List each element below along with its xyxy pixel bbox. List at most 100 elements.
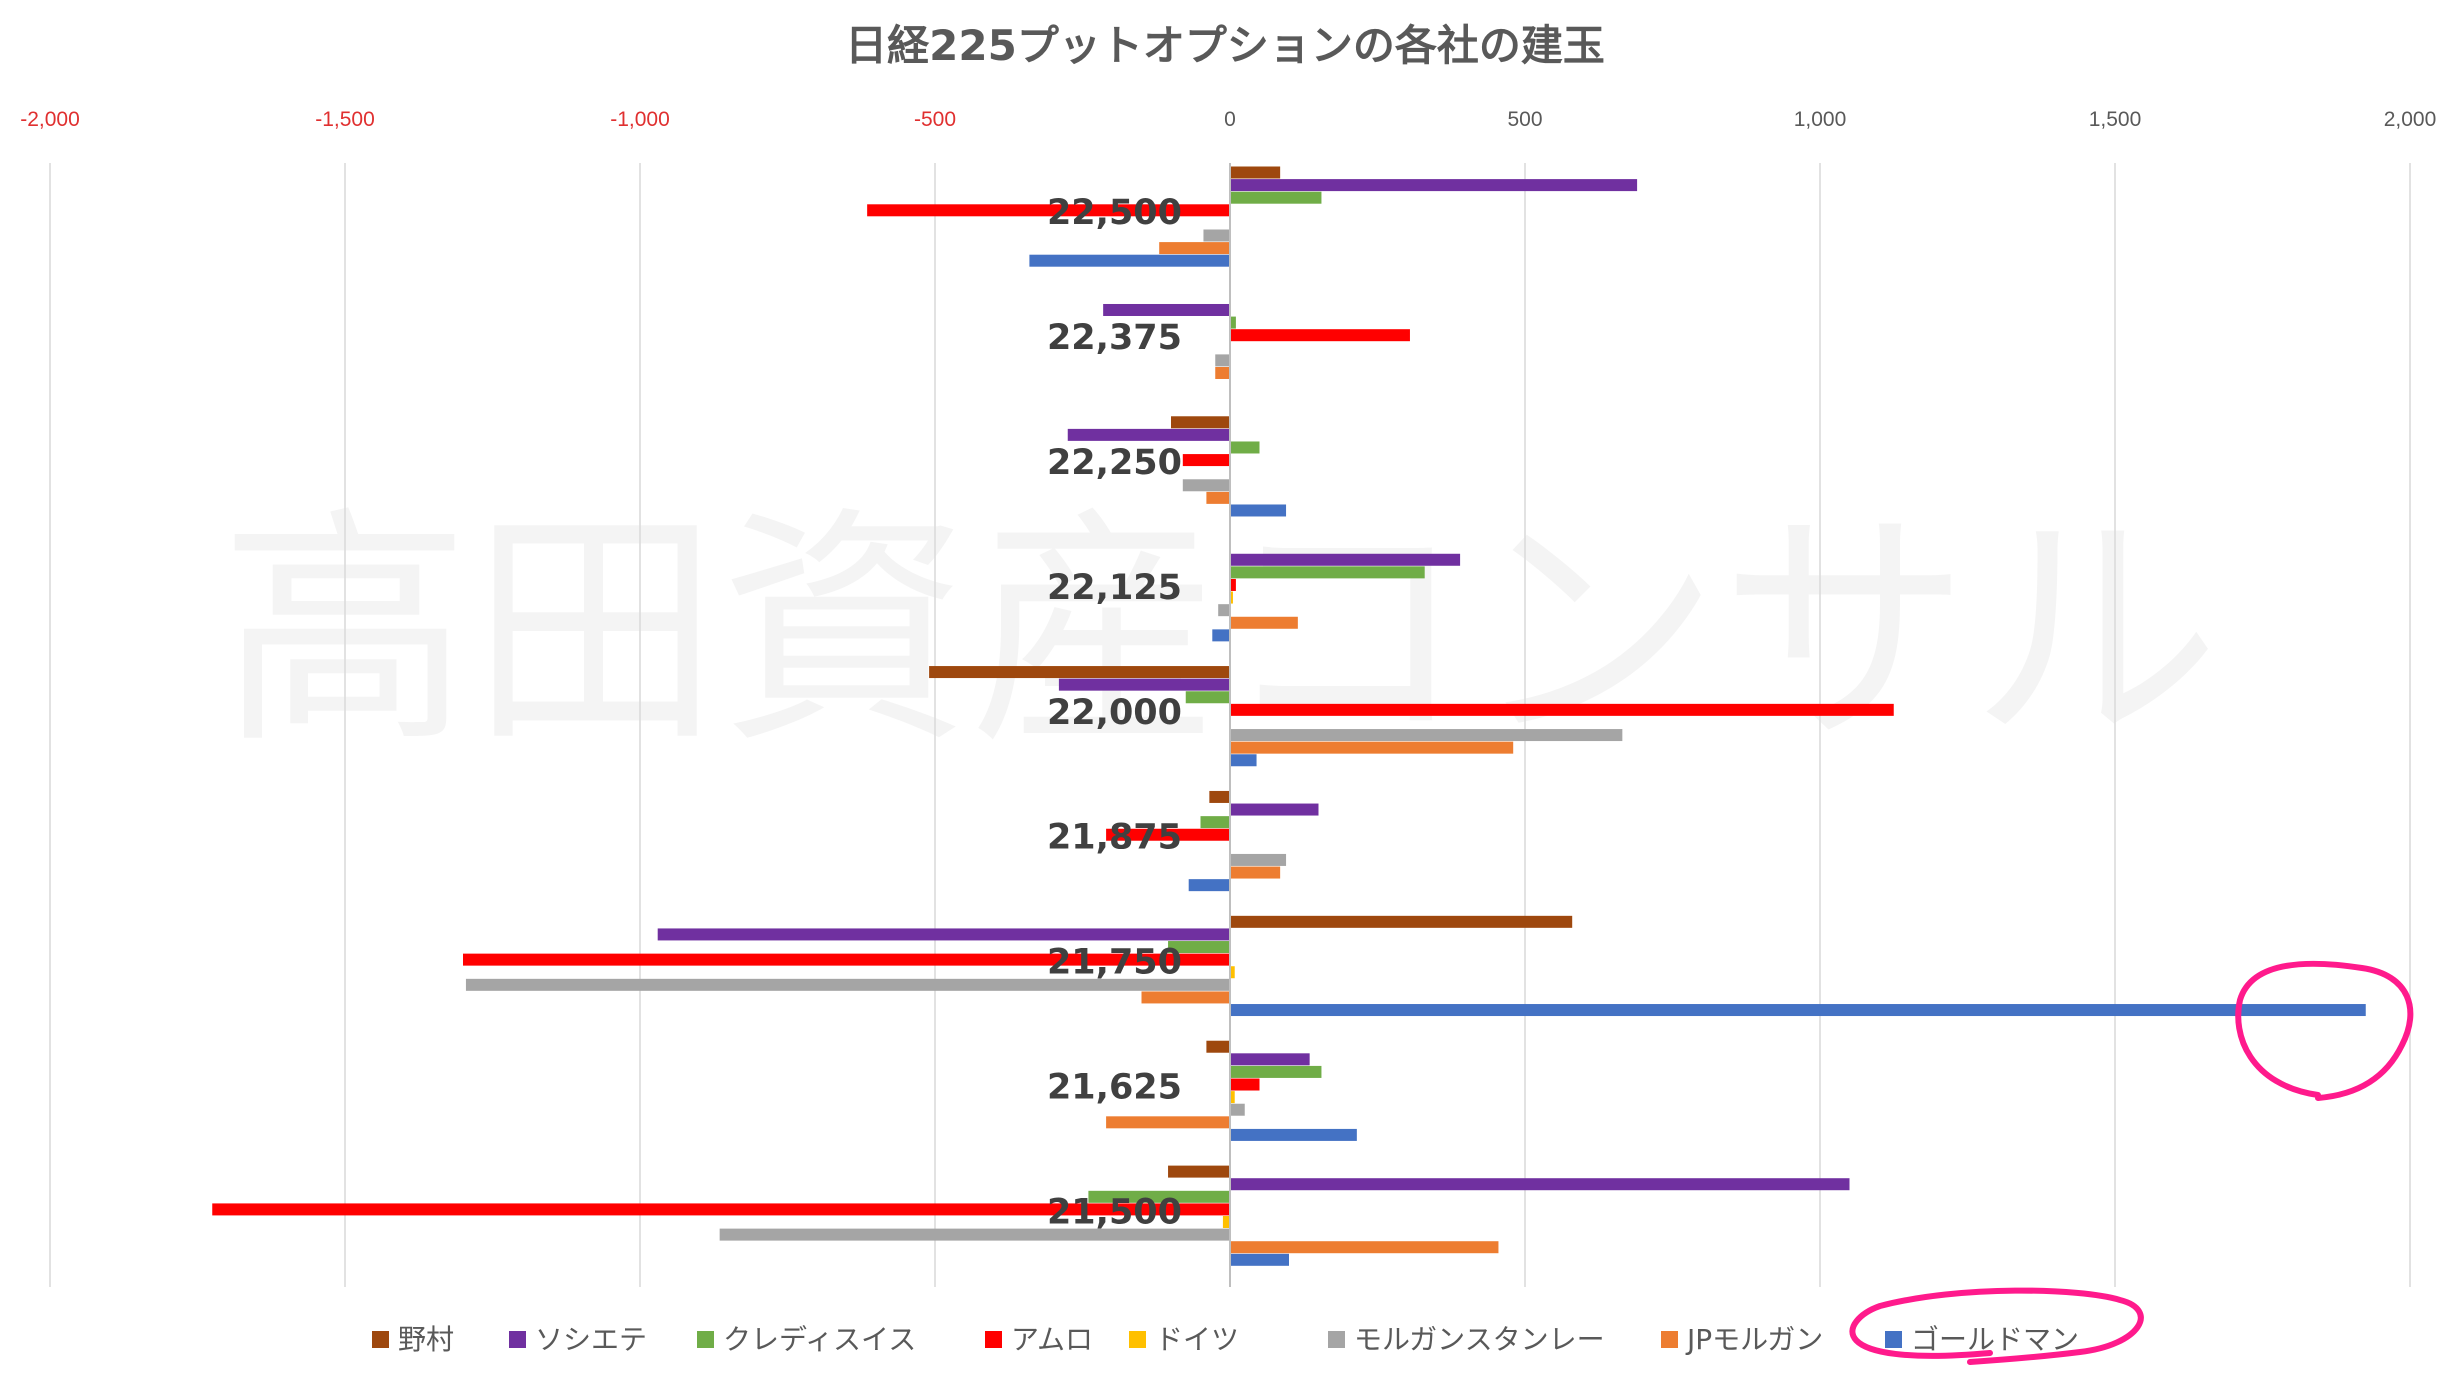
legend-label: 野村	[398, 1323, 454, 1356]
category-label: 21,750	[1047, 943, 1182, 983]
bar	[1182, 454, 1230, 467]
bar	[1185, 691, 1230, 704]
bar	[1106, 828, 1230, 841]
bar	[1171, 416, 1230, 429]
x-tick-label: -2,000	[20, 108, 80, 131]
category-label: 21,875	[1047, 818, 1182, 858]
bar	[1215, 366, 1230, 379]
bar	[1230, 741, 1514, 754]
bar	[1029, 254, 1230, 267]
bar	[1230, 866, 1281, 879]
bar	[1230, 504, 1287, 517]
bar	[1230, 1004, 2366, 1017]
legend-swatch	[1328, 1331, 1345, 1348]
bar	[1230, 915, 1573, 928]
bar	[465, 978, 1230, 991]
bar	[1230, 754, 1257, 767]
bar	[1218, 604, 1230, 617]
bar	[1230, 1103, 1245, 1116]
highlight-circle-bar	[2235, 960, 2414, 1101]
category-label: 22,000	[1047, 693, 1182, 733]
bar	[1222, 1216, 1230, 1229]
bar	[1230, 1128, 1357, 1141]
legend-swatch	[1129, 1331, 1146, 1348]
bar	[1088, 1190, 1230, 1203]
category-label: 21,625	[1047, 1067, 1182, 1107]
bar	[1230, 853, 1287, 866]
bar	[1230, 191, 1322, 204]
bar	[1230, 616, 1298, 629]
x-tick-label: -1,500	[315, 108, 375, 131]
bar	[1141, 991, 1230, 1004]
bar	[1230, 166, 1281, 179]
bar	[463, 953, 1230, 966]
x-tick-label: -1,000	[610, 108, 670, 131]
bar	[1230, 553, 1461, 566]
category-label: 22,500	[1047, 193, 1182, 233]
bar	[1230, 966, 1235, 979]
category-label: 21,500	[1047, 1192, 1182, 1232]
bar	[1230, 703, 1894, 716]
bar	[1206, 1040, 1230, 1053]
bar	[1182, 479, 1230, 492]
bar	[1230, 1078, 1260, 1091]
x-tick-label: 2,000	[2384, 108, 2437, 131]
bar	[1159, 242, 1230, 255]
legend-swatch	[1661, 1331, 1678, 1348]
bar	[1058, 678, 1230, 691]
legend-label: ドイツ	[1155, 1323, 1239, 1356]
legend-label: モルガンスタンレー	[1354, 1323, 1605, 1356]
bar	[1230, 566, 1425, 579]
bar	[719, 1228, 1230, 1241]
legend-label: ソシエテ	[535, 1323, 647, 1356]
highlight-circle-legend	[1849, 1287, 2144, 1365]
legend-swatch	[509, 1331, 526, 1348]
bar	[1067, 428, 1230, 441]
bar	[1230, 1065, 1322, 1078]
bar	[1215, 354, 1230, 367]
category-label: 22,375	[1047, 318, 1182, 358]
bar	[1203, 229, 1230, 242]
bar	[1230, 329, 1410, 342]
bar	[1168, 1165, 1230, 1178]
legend-swatch	[372, 1331, 389, 1348]
category-label: 22,250	[1047, 443, 1182, 483]
x-tick-label: 500	[1507, 108, 1542, 131]
bar	[1230, 591, 1233, 604]
category-labels: 22,500 22,375 22,250 22,125 22,000 21,875 21,7…	[1047, 193, 1182, 1232]
category-label: 22,125	[1047, 568, 1182, 608]
x-tick-label: 0	[1224, 108, 1236, 131]
annotations	[1849, 960, 2414, 1365]
bar	[1206, 491, 1230, 504]
legend-swatch	[985, 1331, 1002, 1348]
bar	[1230, 179, 1638, 192]
x-tick-label: -500	[914, 108, 956, 131]
bar	[1230, 578, 1236, 591]
legend-swatch	[697, 1331, 714, 1348]
bars	[212, 166, 2366, 1266]
bar	[1168, 941, 1230, 954]
legend-label: アムロ	[1011, 1323, 1093, 1356]
bar	[657, 928, 1230, 941]
bar	[1230, 1178, 1850, 1191]
legend-swatch	[1885, 1331, 1902, 1348]
bar	[929, 666, 1230, 679]
bar	[1230, 803, 1319, 816]
bar	[1200, 816, 1230, 829]
x-tick-label: 1,500	[2089, 108, 2142, 131]
bar	[1106, 1116, 1230, 1129]
bar	[1103, 303, 1230, 316]
bar	[1230, 441, 1260, 454]
bar	[1212, 629, 1230, 642]
bar	[1209, 790, 1230, 803]
gridlines	[49, 163, 2411, 1287]
bar	[1188, 879, 1230, 892]
legend-label: クレディスイス	[723, 1323, 916, 1356]
x-axis-ticks: -2,000 -1,500 -1,000 -500 0 500 1,000 1,500 2,00…	[20, 108, 2436, 131]
legend-label: ゴールドマン	[1911, 1323, 2079, 1356]
legend: 野村 ソシエテ クレディスイス アムロ ドイツ モルガンスタンレー JPモルガン ゴールドマン	[372, 1323, 2079, 1356]
x-tick-label: 1,000	[1794, 108, 1847, 131]
legend-label: JPモルガン	[1685, 1323, 1823, 1356]
bar	[1230, 1053, 1310, 1066]
